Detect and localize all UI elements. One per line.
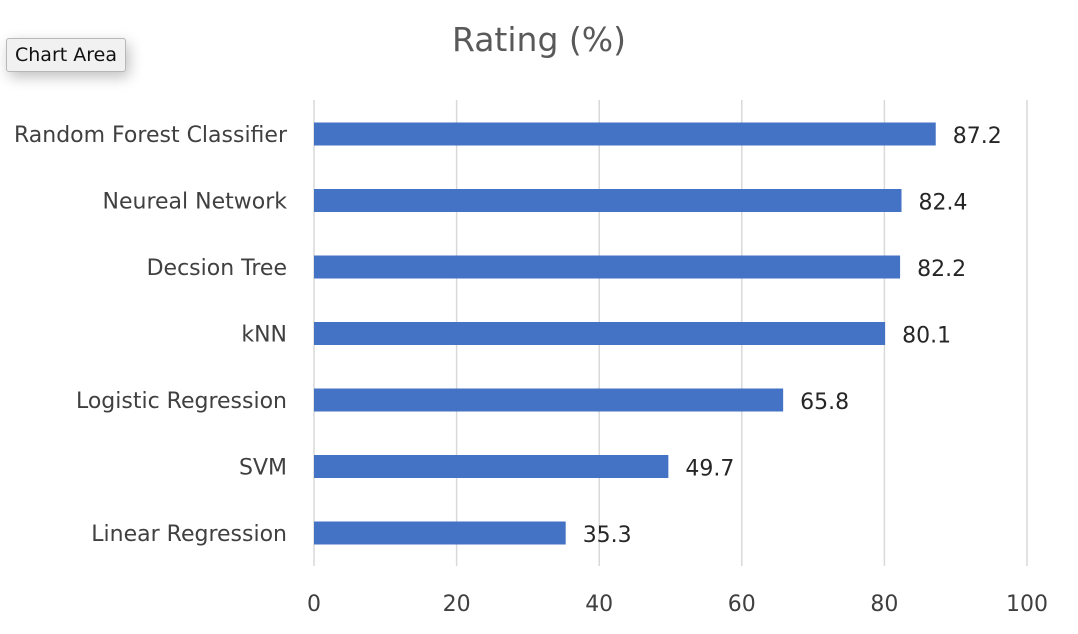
data-label: 65.8 xyxy=(800,390,849,415)
bar[interactable] xyxy=(314,322,886,345)
x-tick-label: 100 xyxy=(1006,592,1048,617)
bar[interactable] xyxy=(314,388,784,412)
data-label: 80.1 xyxy=(902,324,951,349)
bar[interactable] xyxy=(314,189,902,212)
x-tick-label: 60 xyxy=(728,592,756,617)
category-labels: Random Forest Classifier Neureal Network D… xyxy=(14,123,288,547)
category-label: Decsion Tree xyxy=(147,256,287,281)
category-label: kNN xyxy=(241,323,287,348)
data-label: 82.2 xyxy=(917,257,966,282)
chart-title: Rating (%) xyxy=(452,20,626,59)
x-tick-label: 40 xyxy=(585,592,613,617)
bars xyxy=(314,122,936,545)
data-label: 87.2 xyxy=(953,124,1002,149)
bar[interactable] xyxy=(314,255,901,279)
data-label: 49.7 xyxy=(685,457,734,482)
data-label: 35.3 xyxy=(583,523,632,548)
category-label: Neureal Network xyxy=(103,190,288,215)
category-label: Linear Regression xyxy=(91,522,287,547)
x-axis-tick-labels: 0 20 40 60 80 100 xyxy=(307,592,1048,617)
data-label: 82.4 xyxy=(919,191,968,216)
chart-area-tooltip: Chart Area xyxy=(6,38,126,72)
x-tick-label: 0 xyxy=(307,592,321,617)
x-tick-label: 80 xyxy=(870,592,898,617)
x-tick-label: 20 xyxy=(443,592,471,617)
bar[interactable] xyxy=(314,521,566,545)
category-label: Random Forest Classifier xyxy=(14,123,288,148)
category-label: Logistic Regression xyxy=(76,389,287,414)
category-label: SVM xyxy=(239,456,287,481)
data-labels: 87.2 82.4 82.2 80.1 65.8 49.7 35.3 xyxy=(583,124,1002,548)
bar[interactable] xyxy=(314,122,936,146)
bar[interactable] xyxy=(314,455,669,478)
